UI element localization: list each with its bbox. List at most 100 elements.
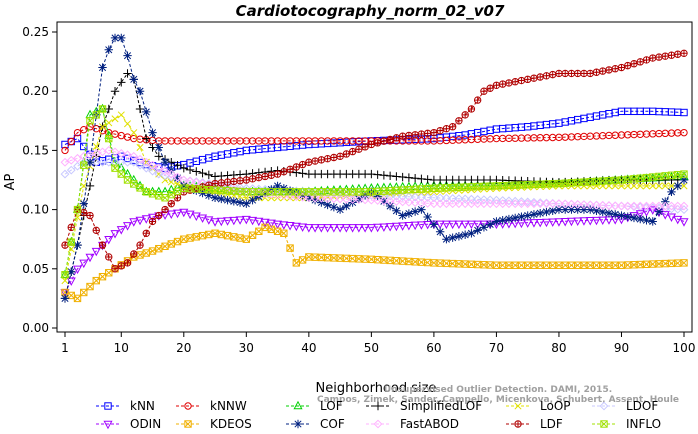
point-ldf [667,51,676,59]
point-cof [529,210,539,219]
point-ldf [423,129,432,138]
point-odin [448,220,458,230]
point-ldf [480,87,488,95]
y-axis-label: AP [3,173,18,190]
point-odin [404,222,414,231]
point-odin [573,217,583,226]
point-fastabod [429,199,439,209]
point-ldof [316,188,326,197]
point-kdeos [292,259,301,267]
point-inflo [223,187,232,195]
point-kdeos [298,256,307,264]
point-odin [116,226,126,235]
point-odin [423,220,433,230]
point-cof [460,230,470,239]
point-odin [141,215,151,224]
point-fastabod [223,183,232,193]
point-odin [273,220,283,230]
point-cof [148,128,157,137]
legend-item-fastabod: FastABOD [366,417,459,431]
legend-label-knnw: kNNW [210,399,247,413]
point-odin [316,224,326,233]
point-ldf [436,126,444,135]
point-loop [67,245,75,253]
point-ldof [673,204,683,214]
point-cof [642,216,651,225]
point-inflo [80,161,88,169]
point-ldof [310,187,320,197]
point-ldf [305,158,313,166]
point-cof [542,207,551,217]
point-fastabod [141,157,151,167]
point-odin [441,220,451,230]
point-odin [641,208,652,217]
point-ldf [655,53,663,61]
point-fastabod [398,197,408,207]
point-kdeos [592,261,601,269]
point-loop [680,182,688,190]
point-ldof [66,165,76,175]
point-cof [335,205,345,214]
point-kdeos [161,242,169,251]
point-ldof [148,166,157,176]
point-fastabod [585,200,595,210]
point-odin [554,218,564,227]
point-kdeos [342,254,351,263]
point-fastabod [148,160,157,170]
x-tick-label: 100 [673,341,696,355]
point-simplifiedlof [204,170,214,179]
point-ldf [523,75,532,84]
legend-label-loop: LoOP [540,399,571,413]
point-simplifiedlof [179,163,188,173]
point-lof [166,184,176,194]
watermark-line-1: Unsupervised Outlier Detection. DAMI, 20… [384,385,612,395]
point-ldof [416,192,426,202]
point-odin [635,210,645,219]
point-odin [560,218,570,227]
point-fastabod [673,201,683,211]
point-loop [61,277,69,285]
point-ldf [261,172,269,181]
plot-frame [56,21,693,333]
point-fastabod [185,176,195,186]
point-loop [161,176,169,184]
point-cof [204,191,214,200]
point-loop [667,182,676,190]
point-cof [85,158,95,167]
point-fastabod [354,195,364,205]
point-ldf [330,153,338,162]
point-loop [517,183,525,191]
point-fastabod [648,201,658,211]
point-cof [598,207,607,217]
point-cof [385,201,395,211]
y-tick-label: 0.05 [22,262,49,276]
point-fastabod [573,199,583,209]
point-odin [460,220,470,230]
legend-marker-kdeos [184,420,192,428]
legend-item-simplifiedlof: SimplifiedLOF [366,399,482,413]
point-ldf [311,157,319,165]
point-ldof [391,191,401,201]
point-cof [248,195,257,205]
y-tick-label: 0.10 [22,203,49,217]
point-loop [624,182,632,190]
point-ldof [410,192,420,202]
point-kdeos [198,231,207,240]
legend-item-ldf: LDF [506,417,563,431]
point-ldf [86,211,94,220]
point-knnw [123,133,132,141]
point-odin [679,218,689,227]
point-simplifiedlof [417,174,426,184]
point-cof [592,206,601,215]
point-ldf [624,61,632,70]
point-ldf [630,60,638,68]
point-cof [123,51,132,60]
legend-item-lof: LOF [286,399,343,413]
point-fastabod [341,194,351,204]
point-ldof [73,161,82,171]
point-cof [479,223,489,232]
point-simplifiedlof [135,104,145,114]
point-kdeos [86,282,94,291]
point-knn [680,108,688,117]
